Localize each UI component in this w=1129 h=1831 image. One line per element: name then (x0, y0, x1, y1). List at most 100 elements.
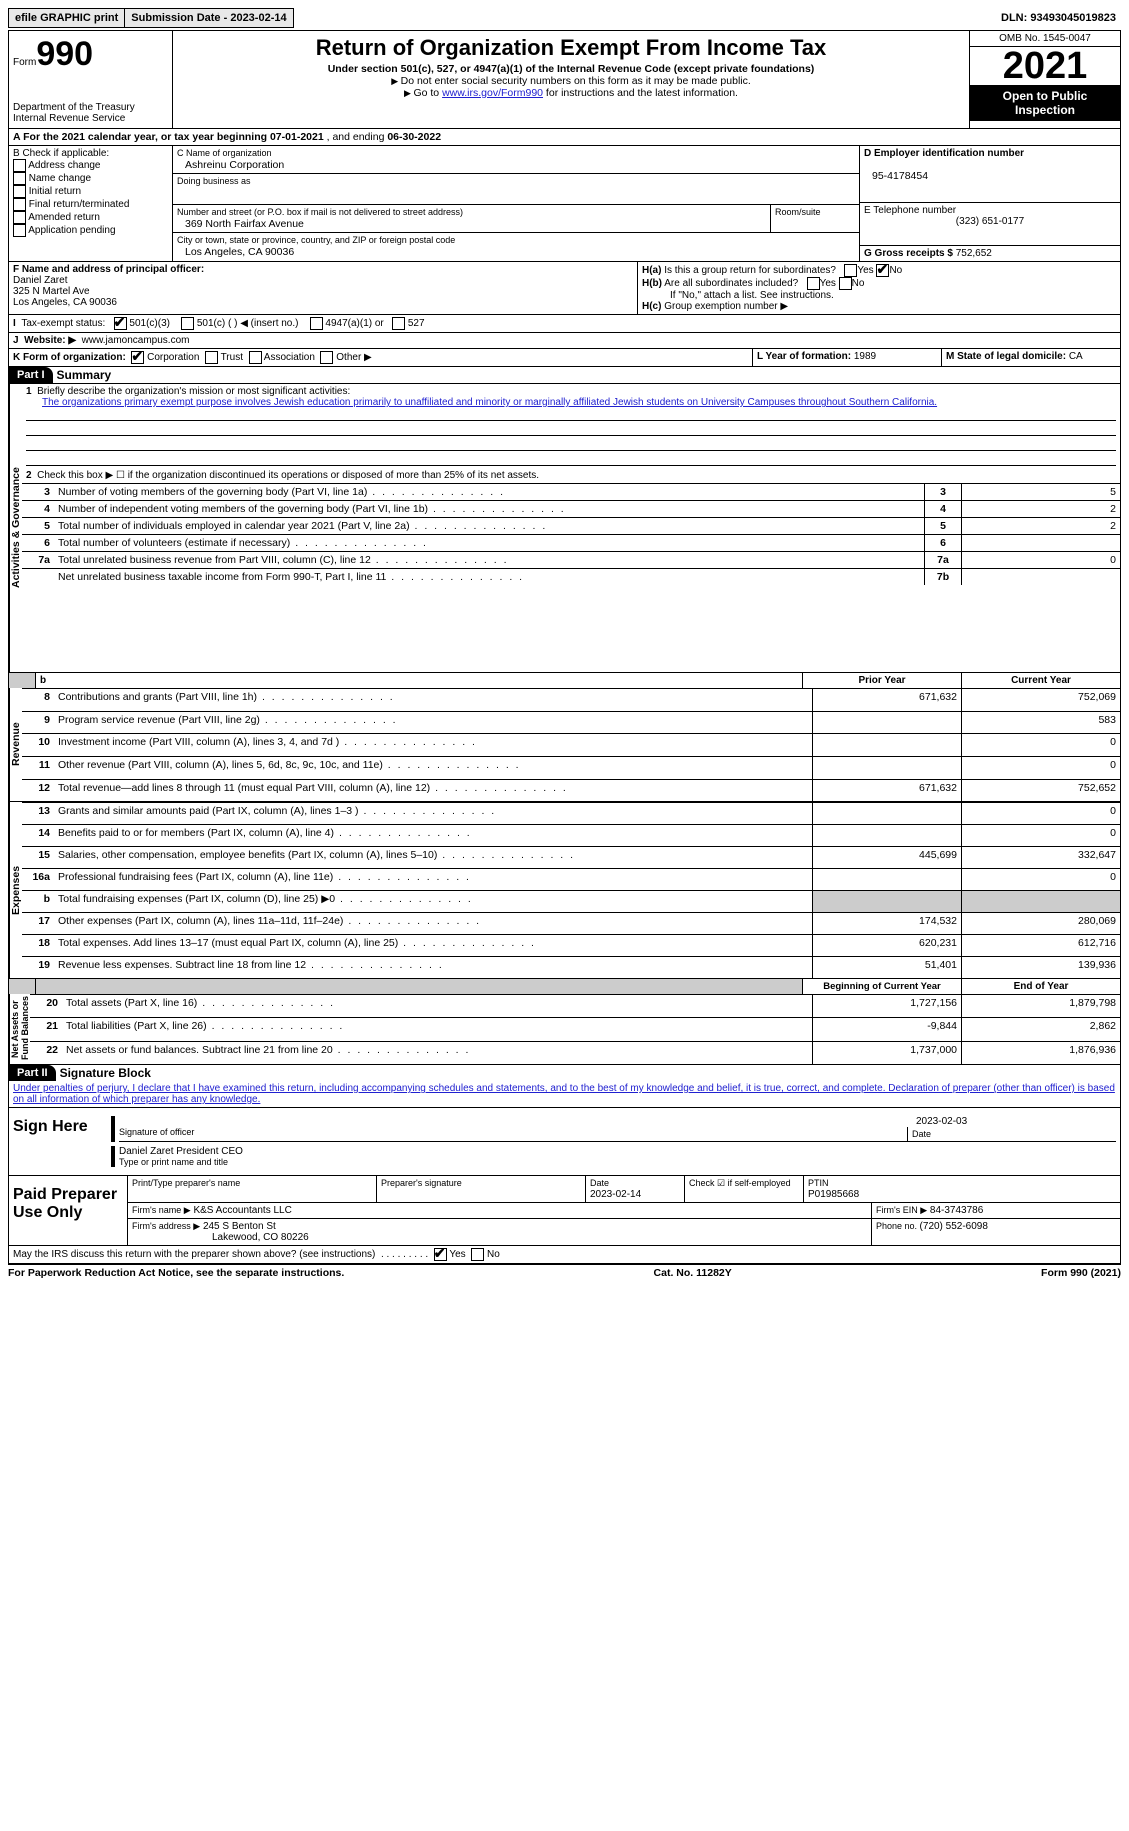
officer-sig-name: Daniel Zaret President CEO (119, 1146, 1116, 1157)
section-I: I Tax-exempt status: 501(c)(3) 501(c) ( … (9, 314, 1120, 332)
table-row: 8Contributions and grants (Part VIII, li… (22, 689, 1120, 712)
col-end: End of Year (961, 979, 1120, 994)
ptin-value: P01985668 (808, 1189, 859, 1200)
part2-title: Signature Block (56, 1066, 151, 1080)
b-opt[interactable]: Amended return (13, 211, 168, 224)
gross-label: G Gross receipts $ (864, 248, 956, 259)
table-row: 5Total number of individuals employed in… (22, 518, 1120, 535)
sign-here: Sign Here (9, 1108, 107, 1175)
b-opt[interactable]: Address change (13, 159, 168, 172)
mission-label: Briefly describe the organization's miss… (37, 386, 350, 397)
firm-phone: (720) 552-6098 (920, 1221, 988, 1232)
ha-text: Is this a group return for subordinates? (664, 265, 836, 276)
room-label: Room/suite (775, 207, 821, 217)
firm-addr: 245 S Benton St (203, 1221, 276, 1232)
side-netassets: Net Assets or Fund Balances (9, 994, 30, 1064)
form-number: 990 (36, 35, 93, 73)
form-id-box: Form990 Department of the Treasury Inter… (9, 31, 173, 128)
ha-no[interactable] (876, 264, 889, 277)
irs-link[interactable]: www.irs.gov/Form990 (442, 87, 543, 99)
table-expenses: 13Grants and similar amounts paid (Part … (22, 802, 1120, 978)
k-corp[interactable] (131, 351, 144, 364)
section-B: B Check if applicable: Address change Na… (9, 146, 173, 261)
hb-yes[interactable] (807, 277, 820, 290)
table-row: 17Other expenses (Part IX, column (A), l… (22, 913, 1120, 935)
col-beginning: Beginning of Current Year (802, 979, 961, 994)
street-address: 369 North Fairfax Avenue (177, 218, 304, 230)
b-opt[interactable]: Name change (13, 172, 168, 185)
table-activities: 3Number of voting members of the governi… (22, 483, 1120, 585)
table-row: 15Salaries, other compensation, employee… (22, 847, 1120, 869)
hc-text: Group exemption number ▶ (664, 301, 788, 312)
firm-name: K&S Accountants LLC (193, 1205, 291, 1216)
self-employed-check: Check ☑ if self-employed (684, 1176, 803, 1202)
table-row: 4Number of independent voting members of… (22, 501, 1120, 518)
form-subtitle: Under section 501(c), 527, or 4947(a)(1)… (179, 63, 963, 75)
part1-title: Summary (53, 368, 112, 382)
hb-no[interactable] (839, 277, 852, 290)
table-row: 21Total liabilities (Part X, line 26)-9,… (30, 1018, 1120, 1041)
prep-sig-label: Preparer's signature (381, 1178, 462, 1188)
top-bar: efile GRAPHIC print Submission Date - 20… (8, 8, 1121, 28)
k-assoc[interactable] (249, 351, 262, 364)
i-501c[interactable] (181, 317, 194, 330)
table-row: 3Number of voting members of the governi… (22, 484, 1120, 501)
prep-name-label: Print/Type preparer's name (132, 1178, 240, 1188)
section-C: C Name of organizationAshreinu Corporati… (173, 146, 859, 261)
part1-header: Part I (9, 367, 53, 383)
form-word: Form (13, 57, 36, 68)
declaration-text: Under penalties of perjury, I declare th… (13, 1083, 1115, 1105)
form-ref: Form 990 (2021) (1041, 1267, 1121, 1279)
city-label: City or town, state or province, country… (177, 235, 455, 245)
efile-btn[interactable]: efile GRAPHIC print (8, 8, 125, 28)
i-4947[interactable] (310, 317, 323, 330)
phone-label: E Telephone number (864, 205, 956, 216)
note-goto: Go to www.irs.gov/Form990 for instructio… (179, 87, 963, 99)
section-J: J Website: ▶ www.jamoncampus.com (9, 332, 1120, 348)
col-current: Current Year (961, 673, 1120, 688)
table-row: 14Benefits paid to or for members (Part … (22, 825, 1120, 847)
table-row: 6Total number of volunteers (estimate if… (22, 535, 1120, 552)
section-A: A For the 2021 calendar year, or tax yea… (9, 128, 1120, 145)
website-value: www.jamoncampus.com (82, 335, 190, 346)
b-opt[interactable]: Application pending (13, 224, 168, 237)
cat-no: Cat. No. 11282Y (654, 1267, 732, 1279)
paid-preparer: Paid Preparer Use Only (9, 1176, 127, 1245)
section-L: L Year of formation: 1989 (752, 349, 941, 366)
i-527[interactable] (392, 317, 405, 330)
k-trust[interactable] (205, 351, 218, 364)
table-row: 19Revenue less expenses. Subtract line 1… (22, 957, 1120, 978)
ein-value: 95-4178454 (864, 170, 928, 182)
part2-header: Part II (9, 1065, 56, 1081)
submission-date: Submission Date - 2023-02-14 (124, 8, 293, 28)
name-title-label: Type or print name and title (119, 1157, 1116, 1167)
paperwork-notice: For Paperwork Reduction Act Notice, see … (8, 1267, 344, 1279)
h-note: If "No," attach a list. See instructions… (642, 290, 1116, 301)
k-other[interactable] (320, 351, 333, 364)
table-row: 9Program service revenue (Part VIII, lin… (22, 711, 1120, 734)
dln: DLN: 93493045019823 (995, 9, 1122, 27)
may-no[interactable] (471, 1248, 484, 1261)
form-title: Return of Organization Exempt From Incom… (179, 35, 963, 61)
check-applicable: B Check if applicable: (13, 148, 168, 159)
table-revenue: 8Contributions and grants (Part VIII, li… (22, 688, 1120, 801)
officer-addr2: Los Angeles, CA 90036 (13, 297, 117, 308)
table-row: 18Total expenses. Add lines 13–17 (must … (22, 935, 1120, 957)
ha-yes[interactable] (844, 264, 857, 277)
b-opt[interactable]: Final return/terminated (13, 198, 168, 211)
firm-ein: 84-3743786 (930, 1205, 983, 1216)
mission-text[interactable]: The organizations primary exempt purpose… (26, 397, 1116, 408)
irs-label: Internal Revenue Service (13, 113, 168, 124)
open-inspection: Open to Public Inspection (970, 85, 1120, 121)
table-row: 20Total assets (Part X, line 16)1,727,15… (30, 995, 1120, 1018)
i-501c3[interactable] (114, 317, 127, 330)
form-container: Form990 Department of the Treasury Inter… (8, 30, 1121, 1264)
may-yes[interactable] (434, 1248, 447, 1261)
firm-addr2: Lakewood, CO 80226 (132, 1232, 309, 1243)
b-opt[interactable]: Initial return (13, 185, 168, 198)
gross-value: 752,652 (956, 248, 992, 259)
side-revenue: Revenue (9, 688, 22, 801)
table-row: 22Net assets or fund balances. Subtract … (30, 1041, 1120, 1064)
section-K: K Form of organization: Corporation Trus… (9, 349, 752, 366)
side-activities: Activities & Governance (9, 384, 22, 672)
